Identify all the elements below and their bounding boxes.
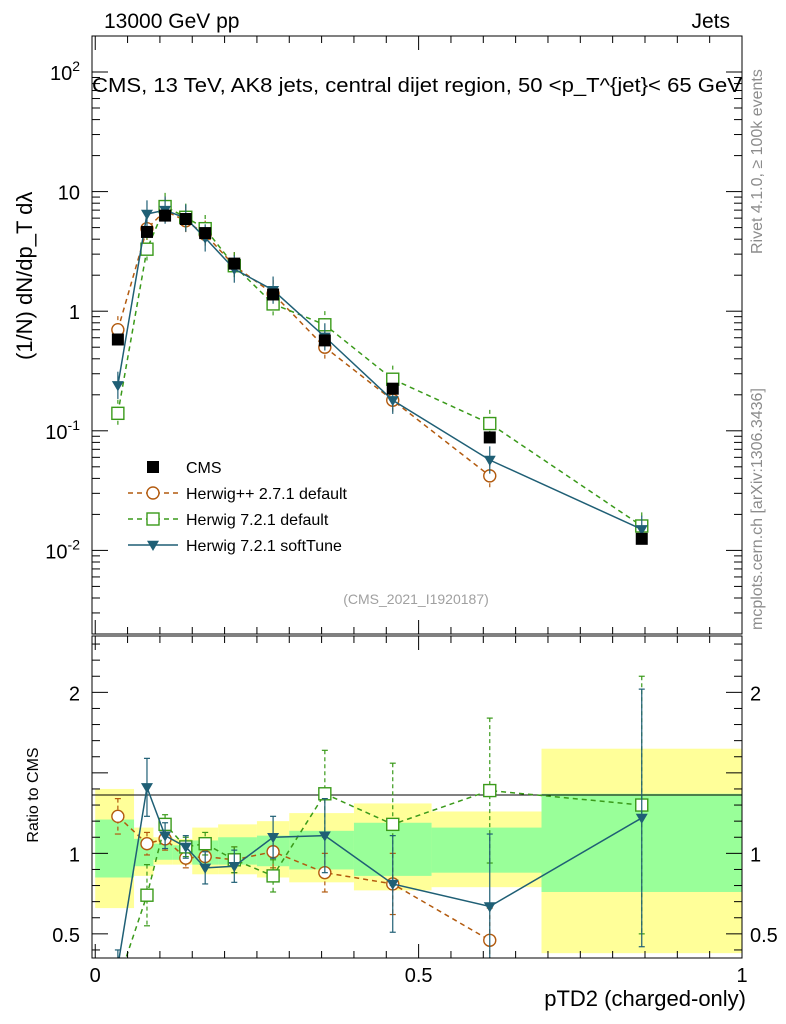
top-y-tick-label: 1: [69, 302, 80, 324]
legend-entry: CMS: [147, 460, 222, 477]
data-point: [386, 382, 399, 395]
ratio-series-2: [112, 688, 648, 972]
x-tick-label: 1: [736, 965, 747, 987]
energy-label: 13000 GeV pp: [104, 10, 239, 33]
main-y-axis-label: (1/N) dN/dp_T dλ: [12, 192, 37, 360]
data-point: [635, 532, 648, 545]
ratio-point: [483, 783, 497, 798]
legend-label: Herwig++ 2.7.1 default: [186, 486, 348, 503]
ratio-point: [112, 976, 124, 988]
legend: CMS Herwig++ 2.7.1 default Herwig 7.2.1 de…: [128, 460, 348, 555]
top-y-tick-label: 102: [50, 58, 80, 85]
data-point: [159, 209, 172, 222]
x-tick-label: 0: [90, 965, 101, 987]
ratio-series-line: [125, 789, 642, 958]
ratio-point: [140, 783, 153, 794]
analysis-tag: (CMS_2021_I1920187): [343, 591, 489, 607]
plot-title: CMS, 13 TeV, AK8 jets, central dijet reg…: [92, 75, 743, 97]
data-point: [318, 334, 331, 347]
data-point: [140, 242, 154, 256]
ratio-point: [140, 888, 154, 902]
plot-title-text: CMS, 13 TeV, AK8 jets, central dijet reg…: [92, 75, 743, 97]
legend-marker: [147, 540, 159, 551]
ratio-series-line: [117, 815, 491, 941]
series-line: [117, 209, 491, 477]
ratio-point: [635, 813, 648, 824]
x-tick-label: 0.5: [405, 965, 433, 987]
bottom-y-tick-label-left: 1: [69, 844, 80, 866]
ratio-plot-frame: [91, 635, 743, 959]
data-point: [140, 209, 153, 220]
data-point: [199, 227, 212, 240]
top-y-tick-label: 10: [58, 183, 80, 205]
series-1: [111, 197, 497, 490]
legend-marker: [146, 512, 160, 526]
bottom-y-tick-label-right: 1: [750, 844, 761, 866]
legend-marker: [146, 486, 160, 500]
data-point: [267, 288, 280, 301]
legend-label: Herwig 7.2.1 softTune: [186, 538, 342, 555]
series-line: [117, 205, 643, 527]
legend-marker: [147, 461, 159, 473]
ratio-point: [159, 831, 172, 842]
bottom-y-tick-label-left: 0.5: [52, 925, 80, 947]
bottom-y-tick-label-right: 0.5: [750, 925, 778, 947]
ratio-y-axis-label: Ratio to CMS: [25, 747, 42, 842]
ratio-point: [318, 787, 332, 801]
data-point: [111, 406, 125, 421]
series-0: [111, 209, 648, 545]
stat-band: [95, 819, 135, 878]
data-point: [111, 333, 124, 346]
ratio-point: [198, 836, 212, 851]
data-point: [111, 381, 124, 392]
legend-entry: Herwig++ 2.7.1 default: [128, 486, 348, 503]
stat-band: [153, 843, 173, 860]
main-plot-frame: [91, 35, 743, 635]
legend-entry: Herwig 7.2.1 softTune: [128, 538, 342, 555]
stat-band: [431, 827, 542, 873]
rivet-version-label: Rivet 4.1.0, ≥ 100k events: [749, 69, 766, 254]
ratio-point: [266, 869, 280, 883]
ratio-point: [111, 809, 125, 824]
data-point: [635, 525, 648, 536]
top-y-tick-label: 10-2: [45, 536, 80, 563]
ratio-point: [267, 833, 280, 844]
category-label: Jets: [691, 10, 730, 33]
ratio-point: [179, 842, 192, 853]
data-point: [483, 416, 497, 431]
legend-label: Herwig 7.2.1 default: [186, 512, 329, 529]
top-y-tick-label: 10-1: [45, 417, 80, 444]
ratio-point: [483, 902, 496, 913]
ratio-point: [318, 831, 331, 842]
legend-label: CMS: [186, 460, 222, 477]
bottom-y-tick-label-left: 2: [69, 683, 80, 705]
data-point: [483, 431, 496, 444]
data-point: [228, 257, 241, 270]
ratio-point: [386, 817, 400, 832]
data-point: [179, 213, 192, 226]
ratio-point: [140, 836, 154, 851]
data-point: [140, 225, 153, 238]
source-label: mcplots.cern.ch [arXiv:1306.3436]: [749, 388, 766, 630]
stat-band: [289, 830, 354, 870]
ratio-point: [112, 962, 124, 972]
data-point: [483, 455, 496, 467]
legend-entry: Herwig 7.2.1 default: [128, 512, 329, 529]
x-axis-label: pTD2 (charged-only): [544, 986, 746, 1011]
ratio-point: [228, 862, 241, 873]
bottom-y-tick-label-right: 2: [750, 683, 761, 705]
data-point: [386, 396, 399, 407]
ratio-point: [199, 863, 212, 874]
ratio-point: [386, 879, 399, 890]
